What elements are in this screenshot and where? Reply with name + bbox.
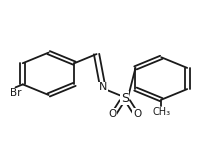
Text: O: O	[109, 109, 117, 119]
Text: Br: Br	[10, 88, 21, 98]
Text: N: N	[99, 82, 107, 92]
Text: S: S	[121, 92, 129, 105]
Text: O: O	[133, 109, 141, 119]
Text: CH₃: CH₃	[152, 107, 170, 117]
